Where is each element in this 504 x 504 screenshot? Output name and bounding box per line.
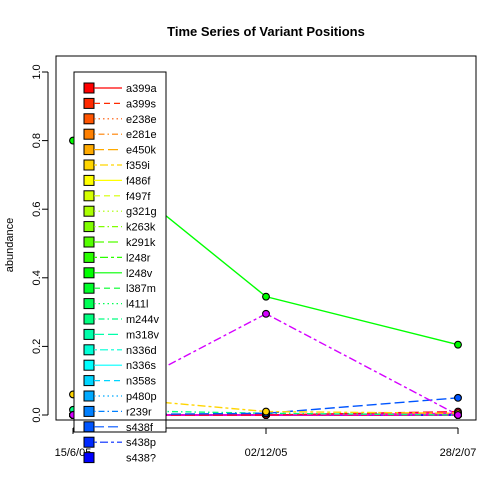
legend-swatch: [83, 236, 95, 248]
x-tick-label: 28/2/07: [440, 447, 477, 459]
plot-area-frame: [55, 55, 477, 421]
legend-swatch: [83, 298, 95, 310]
legend-swatch: [83, 128, 95, 140]
legend-label: r239r: [126, 406, 152, 418]
legend-swatch: [83, 205, 95, 217]
y-tick-label: 0.0: [31, 407, 43, 422]
legend-swatch: [83, 405, 95, 417]
legend-label: n336d: [126, 345, 157, 357]
legend-swatch: [83, 390, 95, 402]
legend-label: l248r: [126, 252, 151, 264]
legend-swatch: [83, 97, 95, 109]
legend-swatch: [83, 190, 95, 202]
y-axis: 0.0 0.2 0.4 0.6 0.8 1.0: [31, 64, 49, 423]
legend-label: m318v: [126, 329, 160, 341]
legend-swatch: [83, 159, 95, 171]
legend-swatch: [83, 328, 95, 340]
legend-label: s438p: [126, 437, 156, 449]
data-point: [454, 411, 462, 419]
legend-label: e238e: [126, 114, 157, 126]
data-point: [262, 407, 270, 416]
y-tick-label: 0.8: [31, 133, 43, 148]
data-point: [454, 393, 462, 402]
legend-swatch: [83, 359, 95, 371]
y-tick-label: 0.2: [31, 339, 43, 354]
legend-label: l411l: [126, 299, 148, 311]
legend-label: f497f: [126, 191, 151, 203]
legend-label: e450k: [126, 145, 156, 157]
data-point: [262, 292, 270, 301]
legend-swatch: [83, 174, 95, 186]
legend-label: f359i: [126, 160, 150, 172]
legend-swatch: [83, 82, 95, 94]
legend-swatch: [83, 452, 95, 464]
y-tick-label: 0.4: [31, 270, 43, 285]
legend-swatch: [83, 113, 95, 125]
legend-label: s438?: [126, 453, 156, 465]
legend-label: n336s: [126, 360, 156, 372]
legend-label: p480p: [126, 391, 157, 403]
legend-swatch: [83, 313, 95, 325]
x-tick-label: 02/12/05: [245, 447, 288, 459]
legend: a399a a399s e238e e281e e450k f359i f486f f497f…: [73, 71, 167, 465]
legend-label: k291k: [126, 237, 156, 249]
data-point: [262, 309, 270, 318]
legend-swatch: [83, 267, 95, 279]
y-tick-label: 0.6: [31, 202, 43, 217]
legend-swatch: [83, 144, 95, 156]
legend-label: s438f: [126, 422, 154, 434]
legend-swatch: [83, 221, 95, 233]
legend-label: l387m: [126, 283, 156, 295]
legend-label: a399s: [126, 98, 156, 110]
y-tick-label: 1.0: [31, 64, 43, 79]
x-tick-label: 15/6/05: [55, 447, 92, 459]
data-point: [454, 340, 462, 349]
legend-label: n358s: [126, 376, 156, 388]
chart-title: Time Series of Variant Positions: [167, 24, 365, 39]
legend-swatch: [83, 282, 95, 294]
legend-swatch: [83, 421, 95, 433]
legend-label: f486f: [126, 175, 151, 187]
legend-label: l248v: [126, 268, 153, 280]
legend-label: k263k: [126, 222, 156, 234]
legend-label: a399a: [126, 83, 157, 95]
legend-swatch: [83, 436, 95, 448]
legend-swatch: [83, 344, 95, 356]
legend-label: m244v: [126, 314, 160, 326]
legend-swatch: [83, 251, 95, 263]
legend-swatch: [83, 375, 95, 387]
legend-label: g321g: [126, 206, 157, 218]
y-axis-label: abundance: [4, 218, 16, 272]
legend-label: e281e: [126, 129, 157, 141]
x-axis: 15/6/05 02/12/05 28/2/07: [55, 427, 477, 459]
